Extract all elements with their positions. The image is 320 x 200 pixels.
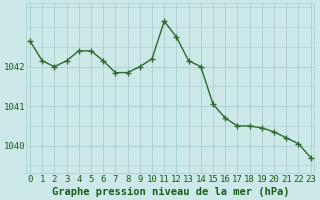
X-axis label: Graphe pression niveau de la mer (hPa): Graphe pression niveau de la mer (hPa) <box>52 186 289 197</box>
